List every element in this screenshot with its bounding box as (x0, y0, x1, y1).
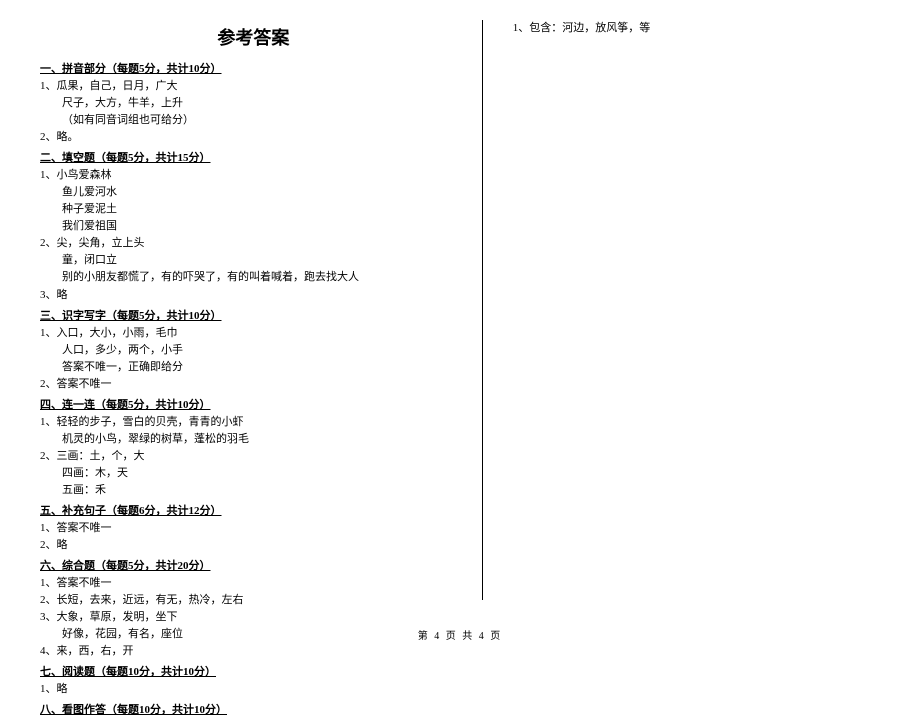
left-column: 参考答案 一、拼音部分（每题5分，共计10分） 1、瓜果，自己，日月，广大尺子，大… (40, 20, 483, 600)
answer-line: 机灵的小鸟，翠绿的树草，蓬松的羽毛 (62, 431, 467, 448)
answer-line: （如有同音词组也可给分） (62, 112, 467, 129)
answer-item: 2、三画：土，个，大 (40, 448, 467, 465)
answer-item: 3、略 (40, 287, 467, 304)
answer-item: 2、略 (40, 537, 467, 554)
answer-item: 1、入口，大小，小雨，毛巾 (40, 325, 467, 342)
answer-line: 鱼儿爱河水 (62, 184, 467, 201)
answer-line: 人口，多少，两个，小手 (62, 342, 467, 359)
answer-line: 尺子，大方，牛羊，上升 (62, 95, 467, 112)
answer-line: 答案不唯一，正确即给分 (62, 359, 467, 376)
answer-item: 2、答案不唯一 (40, 376, 467, 393)
answer-item: 2、略。 (40, 129, 467, 146)
answer-item: 1、答案不唯一 (40, 575, 467, 592)
section-header: 八、看图作答（每题10分，共计10分） (40, 701, 467, 717)
section-header: 三、识字写字（每题5分，共计10分） (40, 307, 467, 323)
page-title: 参考答案 (40, 24, 467, 50)
section-header: 一、拼音部分（每题5分，共计10分） (40, 60, 467, 76)
section-header: 六、综合题（每题5分，共计20分） (40, 557, 467, 573)
answer-line: 别的小朋友都慌了，有的吓哭了，有的叫着喊着，跑去找大人 (62, 269, 467, 286)
answer-item: 3、大象，草原，发明，坐下 (40, 609, 467, 626)
page-footer: 第 4 页 共 4 页 (0, 627, 920, 642)
right-column: 1、包含：河边，放风筝，等 (483, 20, 880, 600)
answer-item: 2、尖，尖角，立上头 (40, 235, 467, 252)
answer-line: 童，闭口立 (62, 252, 467, 269)
page-container: 参考答案 一、拼音部分（每题5分，共计10分） 1、瓜果，自己，日月，广大尺子，大… (0, 0, 920, 630)
answer-item: 1、答案不唯一 (40, 520, 467, 537)
right-item: 1、包含：河边，放风筝，等 (513, 20, 880, 37)
answer-line: 四画：木，天 (62, 465, 467, 482)
section-header: 五、补充句子（每题6分，共计12分） (40, 502, 467, 518)
answer-item: 1、小鸟爱森林 (40, 167, 467, 184)
answer-item: 4、来，西，右，开 (40, 643, 467, 660)
section-header: 七、阅读题（每题10分，共计10分） (40, 663, 467, 679)
answer-item: 2、长短，去来，近远，有无，热冷，左右 (40, 592, 467, 609)
sections-container: 一、拼音部分（每题5分，共计10分） 1、瓜果，自己，日月，广大尺子，大方，牛羊，… (40, 60, 467, 717)
answer-item: 1、轻轻的步子，雪白的贝壳，青青的小虾 (40, 414, 467, 431)
answer-line: 种子爱泥土 (62, 201, 467, 218)
answer-item: 1、瓜果，自己，日月，广大 (40, 78, 467, 95)
answer-item: 1、略 (40, 681, 467, 698)
section-header: 四、连一连（每题5分，共计10分） (40, 396, 467, 412)
answer-line: 五画：禾 (62, 482, 467, 499)
answer-line: 我们爱祖国 (62, 218, 467, 235)
section-header: 二、填空题（每题5分，共计15分） (40, 149, 467, 165)
